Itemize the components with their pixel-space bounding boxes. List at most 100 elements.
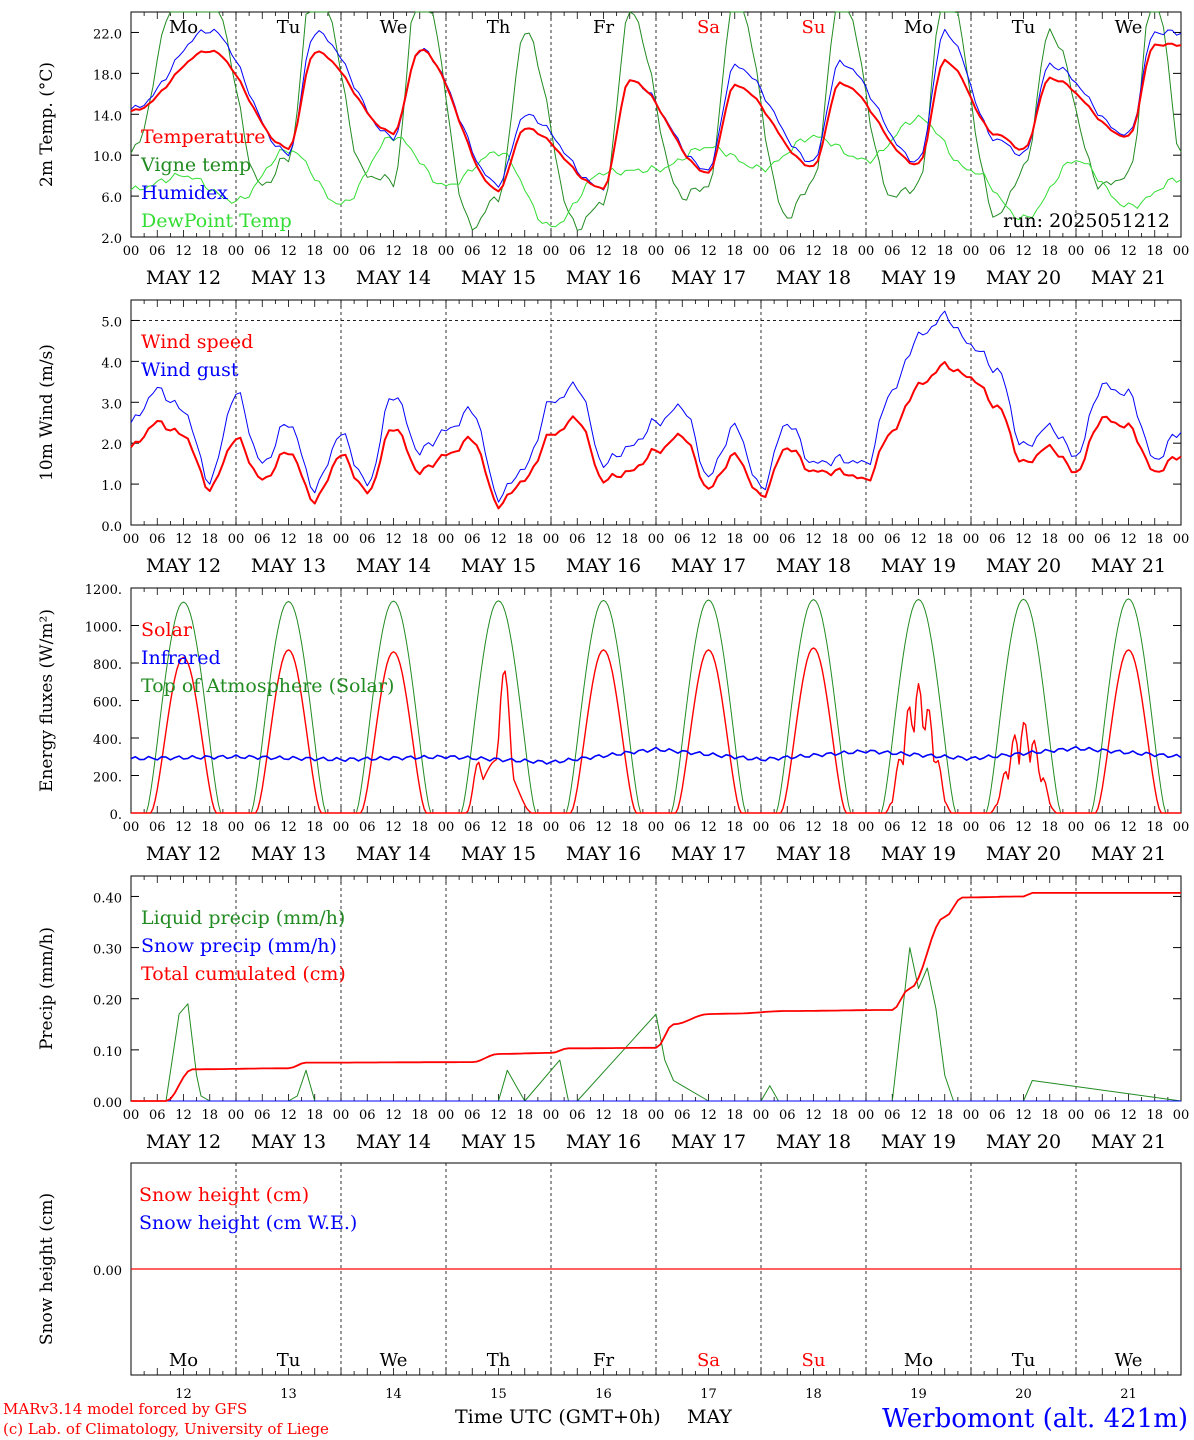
hour-label: 06 [779, 244, 796, 259]
y-tick-label: 22.0 [93, 27, 122, 42]
date-label: MAY 19 [881, 267, 956, 289]
date-label: MAY 15 [461, 555, 536, 577]
footer-model: MARv3.14 model forced by GFS [3, 1400, 247, 1418]
y-axis-label: Energy fluxes (W/m²) [37, 609, 57, 792]
hour-label: 18 [411, 820, 428, 835]
legend-entry: Total cumulated (cm) [141, 963, 346, 985]
hour-label: 18 [201, 244, 218, 259]
series-total-cumulated-cm- [131, 892, 1181, 1102]
legend-entry: Humidex [141, 182, 228, 204]
date-label: MAY 20 [986, 267, 1061, 289]
hour-label: 06 [674, 532, 691, 547]
date-label: MAY 13 [251, 843, 326, 865]
hour-label: 18 [411, 1108, 428, 1123]
hour-label: 18 [516, 244, 533, 259]
hour-label: 06 [149, 1108, 166, 1123]
date-label: MAY 17 [671, 1131, 746, 1153]
hour-label: 06 [464, 820, 481, 835]
hour-label: 00 [1068, 244, 1085, 259]
day-name: Mo [904, 17, 933, 38]
date-label: MAY 19 [881, 1131, 956, 1153]
hour-label: 06 [464, 244, 481, 259]
hour-label: 00 [858, 820, 875, 835]
hour-label: 18 [516, 532, 533, 547]
hour-label: 00 [963, 820, 980, 835]
date-label: MAY 14 [356, 267, 431, 289]
hour-label: 06 [989, 244, 1006, 259]
y-tick-label: 3.0 [101, 397, 122, 412]
y-tick-label: 1200. [85, 583, 122, 598]
hour-label: 18 [306, 820, 323, 835]
hour-label: 18 [831, 820, 848, 835]
hour-label: 00 [228, 1108, 245, 1123]
hour-label: 18 [201, 1108, 218, 1123]
hour-label: 00 [858, 532, 875, 547]
y-axis-label: Precip (mm/h) [37, 927, 57, 1050]
hour-label: 12 [385, 532, 402, 547]
hour-label: 12 [1015, 1108, 1032, 1123]
hour-label: 18 [726, 820, 743, 835]
hour-label: 00 [1173, 1108, 1190, 1123]
hour-label: 18 [516, 1108, 533, 1123]
hour-label: 06 [569, 1108, 586, 1123]
hour-label: 00 [228, 820, 245, 835]
day-name: Sa [697, 17, 720, 38]
y-axis-label: 2m Temp. (°C) [37, 62, 57, 187]
series-wind-gust [130, 310, 1182, 503]
hour-label: 12 [280, 244, 297, 259]
y-tick-label: 0.20 [93, 994, 122, 1009]
legend-entry: Infrared [141, 647, 221, 669]
hour-label: 00 [858, 244, 875, 259]
hour-label: 06 [149, 820, 166, 835]
series-temperature [130, 42, 1182, 193]
hour-label: 06 [254, 244, 271, 259]
hour-label: 06 [884, 1108, 901, 1123]
date-label: MAY 15 [461, 843, 536, 865]
hour-label: 12 [595, 244, 612, 259]
hour-label: 00 [543, 820, 560, 835]
hour-label: 06 [359, 1108, 376, 1123]
hour-label: 06 [779, 1108, 796, 1123]
day-number: 12 [175, 1387, 192, 1402]
hour-label: 06 [989, 532, 1006, 547]
hour-label: 18 [1146, 1108, 1163, 1123]
hour-label: 06 [149, 532, 166, 547]
hour-label: 06 [989, 1108, 1006, 1123]
panel-3: Energy fluxes (W/m²) 0. 200. 400. 600. 800. 10… [37, 583, 1189, 865]
date-label: MAY 14 [356, 843, 431, 865]
hour-label: 06 [779, 820, 796, 835]
date-label: MAY 19 [881, 555, 956, 577]
hour-label: 00 [123, 532, 140, 547]
date-label: MAY 14 [356, 555, 431, 577]
panel-frame [130, 587, 1182, 814]
hour-label: 18 [1146, 532, 1163, 547]
hour-label: 00 [963, 532, 980, 547]
legend-entry: Snow height (cm W.E.) [139, 1212, 357, 1234]
day-name: Th [487, 1350, 511, 1371]
hour-label: 00 [333, 532, 350, 547]
hour-label: 12 [1120, 1108, 1137, 1123]
hour-label: 00 [543, 244, 560, 259]
hour-label: 00 [438, 820, 455, 835]
hour-label: 06 [1094, 532, 1111, 547]
day-number: 16 [595, 1387, 612, 1402]
hour-label: 12 [490, 820, 507, 835]
y-tick-label: 2.0 [101, 232, 122, 247]
hour-label: 00 [963, 1108, 980, 1123]
y-tick-label: 0.00 [93, 1264, 122, 1279]
panel-1: 2m Temp. (°C) 2.0 6.0 10.0 14.0 18.0 22.0 00 06 1… [37, 11, 1189, 289]
hour-label: 00 [123, 244, 140, 259]
y-tick-label: 800. [93, 658, 122, 673]
hour-label: 06 [1094, 244, 1111, 259]
hour-label: 06 [359, 532, 376, 547]
date-label: MAY 16 [566, 555, 641, 577]
hour-label: 12 [385, 820, 402, 835]
hour-label: 06 [674, 820, 691, 835]
date-label: MAY 18 [776, 267, 851, 289]
date-label: MAY 12 [146, 843, 221, 865]
legend-entry: Vigne temp [140, 154, 251, 176]
hour-label: 00 [438, 244, 455, 259]
day-name: Mo [169, 1350, 198, 1371]
hour-label: 12 [805, 1108, 822, 1123]
